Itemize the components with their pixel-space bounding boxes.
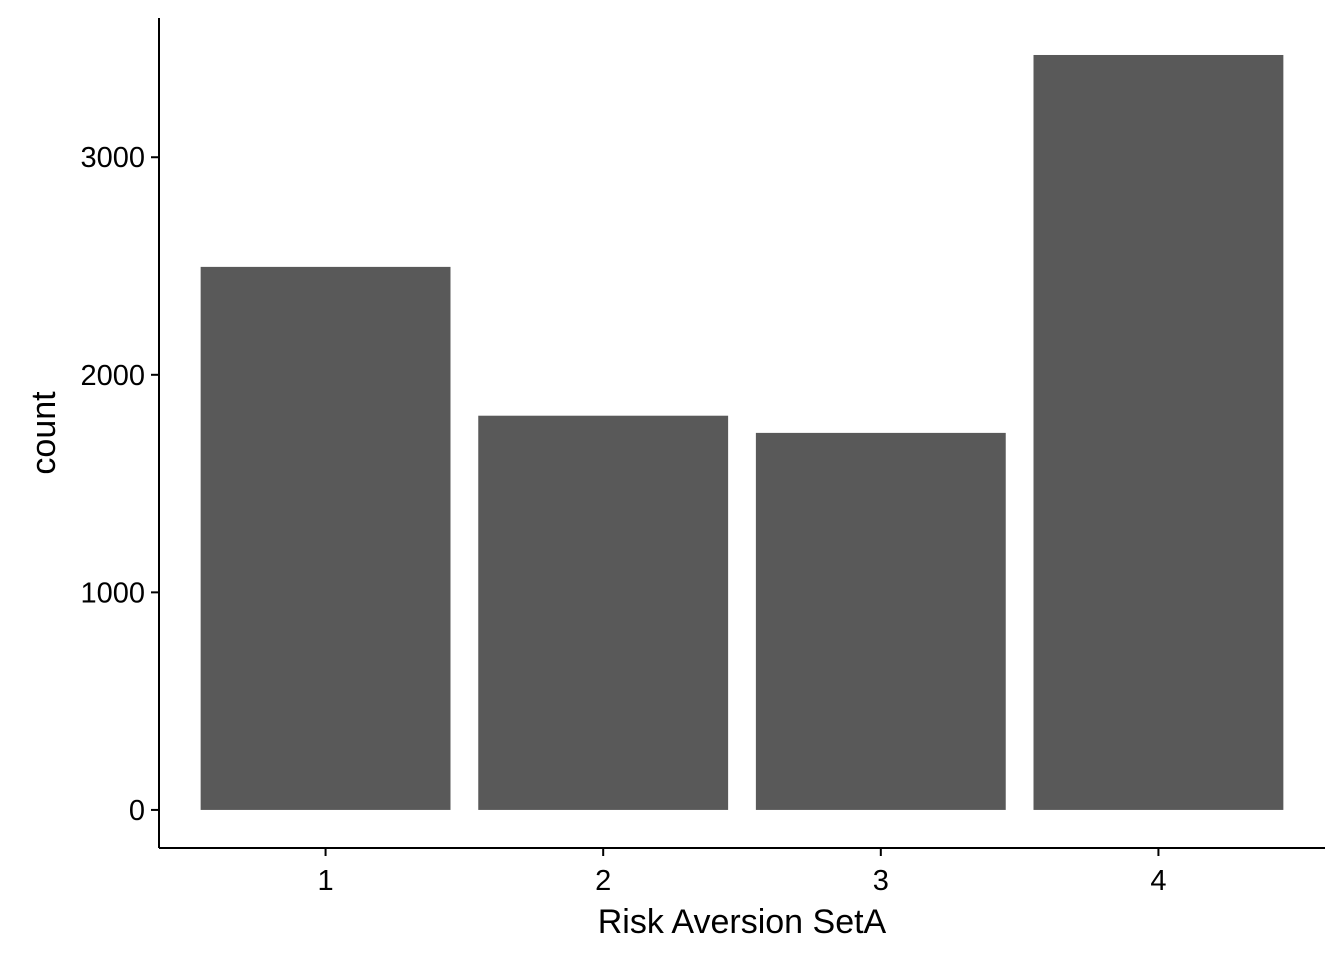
y-tick-label: 2000	[80, 360, 145, 392]
x-axis-title: Risk Aversion SetA	[598, 903, 887, 941]
x-tick-label: 1	[318, 865, 334, 897]
bar-2	[478, 415, 729, 810]
y-axis-title: count	[25, 391, 63, 475]
y-tick-label: 3000	[80, 142, 145, 174]
y-tick-label: 0	[129, 795, 145, 827]
bars-group	[200, 54, 1284, 810]
x-tick-label: 2	[595, 865, 611, 897]
y-tick-label: 1000	[80, 577, 145, 609]
x-tick-label: 3	[873, 865, 889, 897]
bar-3	[755, 432, 1006, 810]
y-axis-ticks: 0 1000 2000 3000	[80, 142, 159, 827]
bar-1	[200, 266, 451, 810]
bar-4	[1033, 54, 1284, 810]
x-axis-ticks: 1 2 3 4	[318, 848, 1166, 897]
x-tick-label: 4	[1150, 865, 1166, 897]
